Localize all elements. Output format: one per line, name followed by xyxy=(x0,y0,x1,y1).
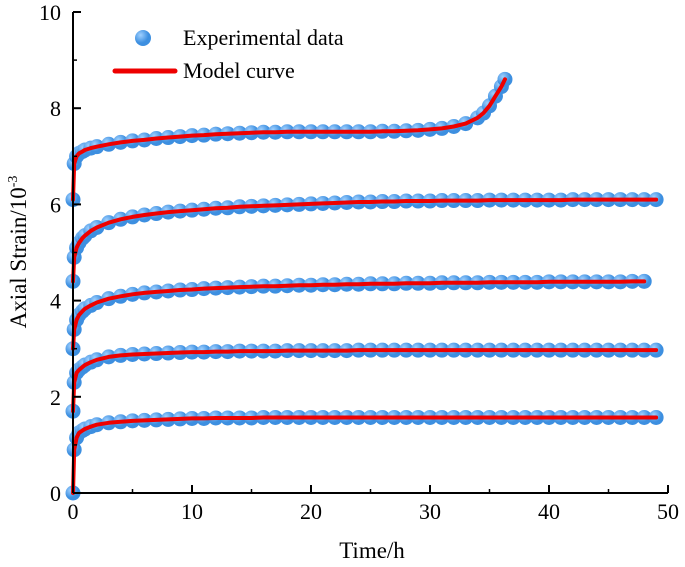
series-layer xyxy=(65,71,664,501)
x-tick-label: 40 xyxy=(538,499,560,524)
y-tick-label: 6 xyxy=(50,192,61,217)
x-tick-label: 0 xyxy=(68,499,79,524)
x-tick-label: 30 xyxy=(419,499,441,524)
y-axis-title-main: Axial Strain/10 xyxy=(6,187,31,328)
y-ticks: 0 2 4 6 8 10 xyxy=(39,0,81,506)
y-tick-label: 4 xyxy=(50,289,61,314)
legend-experimental-marker xyxy=(135,30,151,46)
x-axis-title: Time/h xyxy=(339,538,405,563)
legend-experimental-label: Experimental data xyxy=(183,25,344,50)
series-1 xyxy=(65,409,664,501)
x-ticks: 0 10 20 30 40 50 xyxy=(68,485,679,524)
plot-area xyxy=(65,71,664,501)
y-axis-title-exponent: -3 xyxy=(6,176,21,188)
x-tick-label: 50 xyxy=(657,499,679,524)
legend: Experimental data Model curve xyxy=(112,25,344,83)
y-tick-label: 0 xyxy=(50,481,61,506)
model-curve xyxy=(71,77,507,202)
model-curve xyxy=(71,197,659,284)
model-curve xyxy=(71,348,659,414)
y-axis-title: Axial Strain/10-3 xyxy=(6,176,31,329)
legend-model-label: Model curve xyxy=(183,58,295,83)
y-tick-label: 8 xyxy=(50,96,61,121)
series-2 xyxy=(65,342,664,419)
model-curve xyxy=(71,415,659,495)
y-tick-label: 10 xyxy=(39,0,61,25)
model-curve xyxy=(71,279,647,351)
axes: 0 10 20 30 40 50 0 2 4 6 8 10 xyxy=(39,0,679,524)
x-tick-label: 20 xyxy=(300,499,322,524)
x-tick-label: 10 xyxy=(181,499,203,524)
series-4 xyxy=(65,192,664,289)
series-5 xyxy=(65,71,513,208)
y-tick-label: 2 xyxy=(50,385,61,410)
series-3 xyxy=(65,273,652,357)
